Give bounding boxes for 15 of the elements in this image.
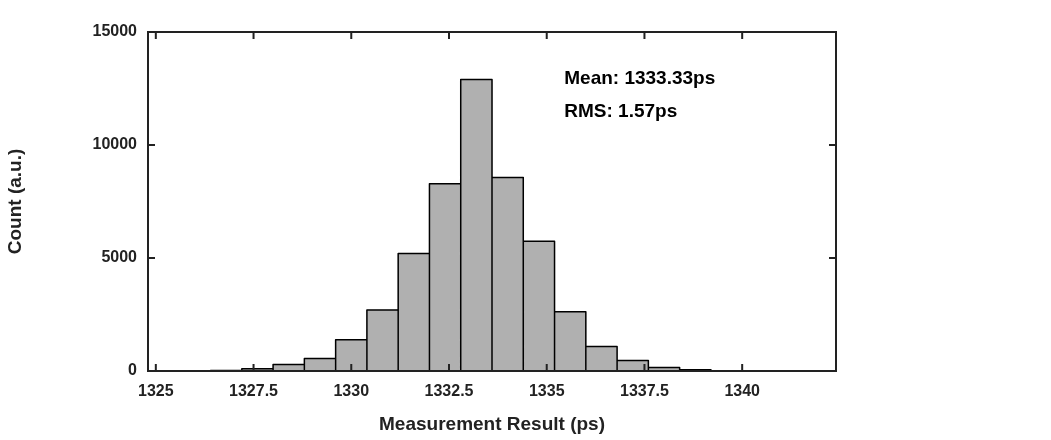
annotation: RMS: 1.57ps [564, 100, 678, 122]
x-tick-label: 1340 [724, 382, 761, 400]
x-tick-label: 1330 [333, 382, 370, 400]
x-tick-label: 1332.5 [424, 382, 474, 400]
x-tick-label: 1325 [138, 382, 174, 400]
y-tick-label: 5000 [101, 248, 138, 266]
x-tick-label: 1337.5 [619, 382, 670, 400]
y-tick-label: 10000 [92, 135, 138, 153]
x-axis-title: Measurement Result (ps) [379, 412, 605, 434]
y-axis-title: Count (a.u.) [3, 148, 25, 255]
annotation: Mean: 1333.33ps [564, 67, 716, 89]
y-tick-label: 15000 [92, 22, 138, 40]
x-tick-label: 1335 [528, 382, 565, 400]
x-tick-label: 1327.5 [229, 382, 279, 400]
y-tick-label: 0 [128, 361, 138, 379]
